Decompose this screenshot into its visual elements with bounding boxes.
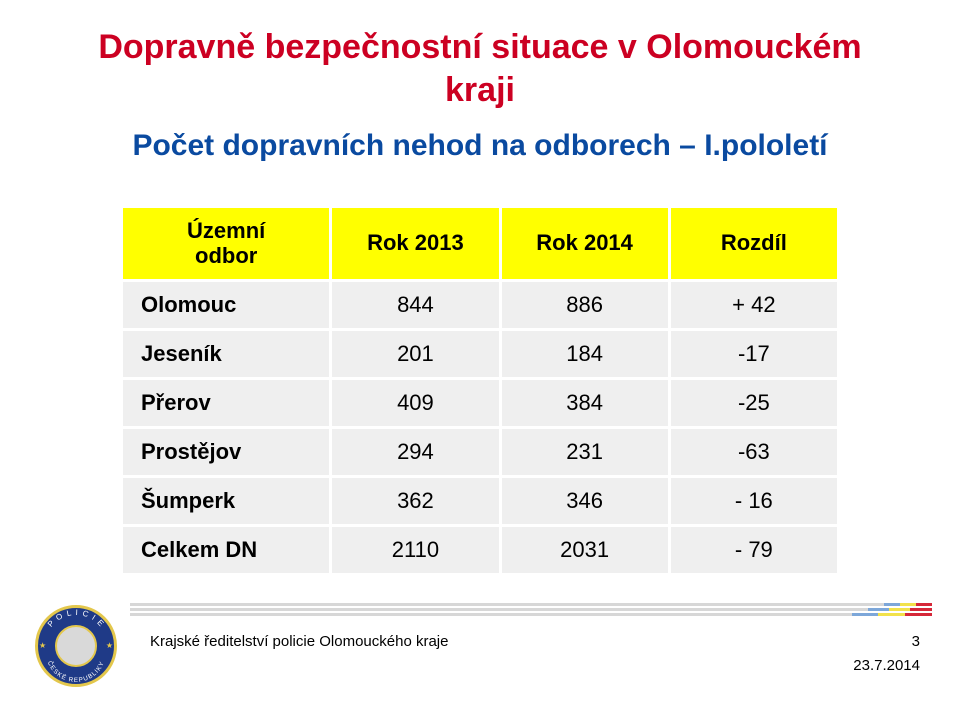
- cell: 346: [500, 476, 669, 525]
- row-label: Přerov: [122, 378, 331, 427]
- stripe-seg: [910, 608, 932, 611]
- cell: 184: [500, 329, 669, 378]
- col-header-diff: Rozdíl: [669, 207, 838, 281]
- col-header-region-l2: odbor: [195, 243, 257, 268]
- stripe: [130, 598, 932, 601]
- table-row: Prostějov 294 231 -63: [122, 427, 839, 476]
- table-body: Olomouc 844 886 + 42 Jeseník 201 184 -17…: [122, 280, 839, 574]
- stripe-seg: [889, 608, 910, 611]
- row-label: Šumperk: [122, 476, 331, 525]
- footer-caption: Krajské ředitelství policie Olomouckého …: [150, 633, 448, 650]
- cell: - 79: [669, 525, 838, 574]
- stripe: [130, 593, 932, 596]
- badge-inner-circle: [55, 625, 97, 667]
- cell: - 16: [669, 476, 838, 525]
- stripe-seg: [130, 613, 852, 616]
- cell: 201: [331, 329, 500, 378]
- star-icon: ★: [106, 641, 113, 650]
- col-header-region-l1: Územní: [187, 218, 265, 243]
- col-header-2014: Rok 2014: [500, 207, 669, 281]
- cell: -63: [669, 427, 838, 476]
- cell: -17: [669, 329, 838, 378]
- title-line-1: Dopravně bezpečnostní situace v Olomouck…: [98, 28, 861, 66]
- data-table-wrap: Územní odbor Rok 2013 Rok 2014 Rozdíl Ol…: [120, 205, 840, 576]
- slide-subtitle: Počet dopravních nehod na odborech – I.p…: [40, 129, 920, 163]
- title-line-2: kraji: [445, 71, 515, 109]
- cell: 2031: [500, 525, 669, 574]
- row-label: Celkem DN: [122, 525, 331, 574]
- cell: 844: [331, 280, 500, 329]
- table-row: Celkem DN 2110 2031 - 79: [122, 525, 839, 574]
- footer: P O L I C I E ČESKÉ REPUBLIKY ★ ★ Krajsk…: [0, 585, 960, 705]
- cell: 231: [500, 427, 669, 476]
- col-header-2013: Rok 2013: [331, 207, 500, 281]
- footer-date: 23.7.2014: [853, 657, 920, 674]
- page-number: 3: [912, 633, 920, 650]
- stripe-seg: [130, 608, 868, 611]
- cell: 362: [331, 476, 500, 525]
- stripe-seg: [878, 613, 904, 616]
- slide: Dopravně bezpečnostní situace v Olomouck…: [0, 0, 960, 705]
- slide-title: Dopravně bezpečnostní situace v Olomouck…: [40, 26, 920, 111]
- row-label: Olomouc: [122, 280, 331, 329]
- footer-stripes: [130, 593, 932, 611]
- table-row: Jeseník 201 184 -17: [122, 329, 839, 378]
- stripe-seg: [868, 608, 889, 611]
- table-header-row: Územní odbor Rok 2013 Rok 2014 Rozdíl: [122, 207, 839, 281]
- stripe: [130, 603, 932, 606]
- star-icon: ★: [39, 641, 46, 650]
- police-badge-icon: P O L I C I E ČESKÉ REPUBLIKY ★ ★: [35, 605, 117, 687]
- row-label: Jeseník: [122, 329, 331, 378]
- data-table: Územní odbor Rok 2013 Rok 2014 Rozdíl Ol…: [120, 205, 840, 576]
- cell: 886: [500, 280, 669, 329]
- cell: 384: [500, 378, 669, 427]
- cell: 409: [331, 378, 500, 427]
- stripe-seg: [852, 613, 878, 616]
- table-row: Přerov 409 384 -25: [122, 378, 839, 427]
- cell: -25: [669, 378, 838, 427]
- cell: + 42: [669, 280, 838, 329]
- cell: 2110: [331, 525, 500, 574]
- table-row: Šumperk 362 346 - 16: [122, 476, 839, 525]
- cell: 294: [331, 427, 500, 476]
- row-label: Prostějov: [122, 427, 331, 476]
- col-header-region: Územní odbor: [122, 207, 331, 281]
- table-row: Olomouc 844 886 + 42: [122, 280, 839, 329]
- stripe-seg: [905, 613, 932, 616]
